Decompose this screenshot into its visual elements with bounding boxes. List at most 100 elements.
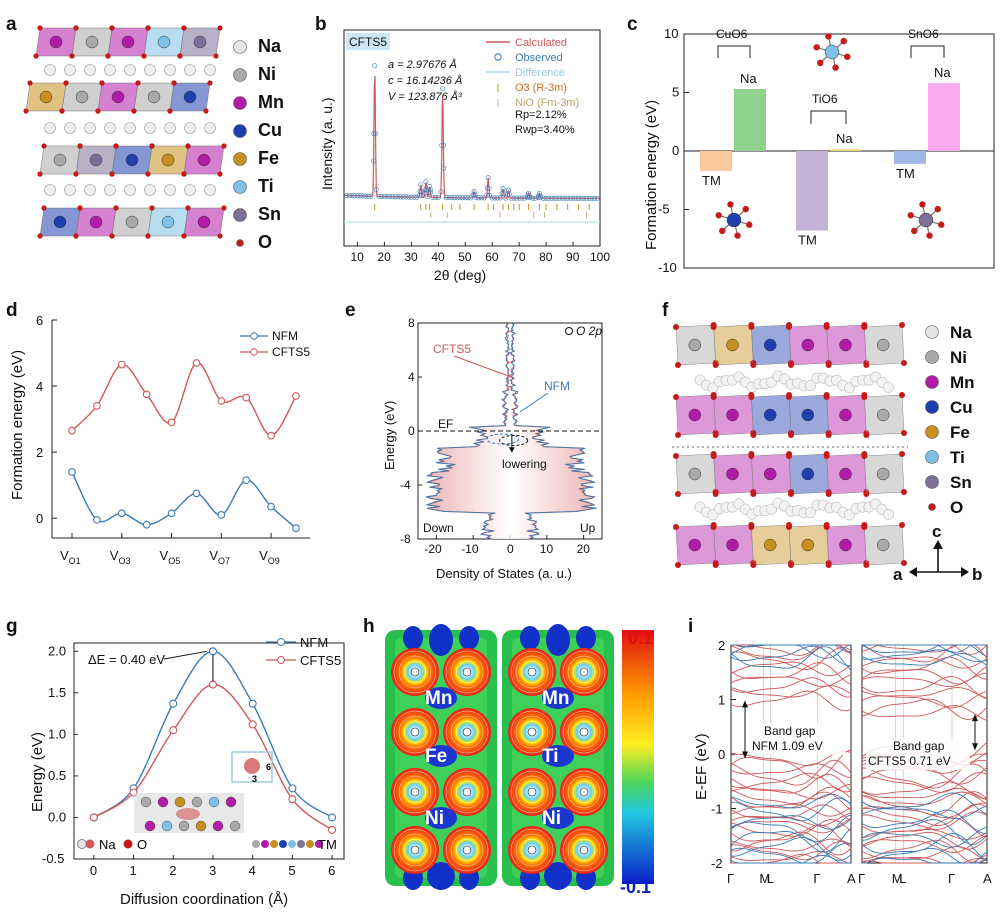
f-atom-ni	[876, 338, 890, 352]
i-band	[730, 804, 852, 822]
g-legend-nfm: NFM	[300, 635, 328, 650]
f-atom-na	[883, 508, 894, 520]
atom-o	[113, 205, 119, 211]
f-atom-cu	[763, 408, 777, 422]
b-observed-point	[592, 195, 598, 201]
i-band	[730, 842, 852, 864]
legend-f-cu: Cu	[950, 398, 973, 417]
g-point-nfm	[169, 699, 178, 708]
h-contour	[398, 775, 432, 809]
i-band	[861, 698, 988, 720]
legend-a-sn: Sn	[258, 204, 281, 224]
g-legend-o: O	[137, 837, 147, 852]
b-xtick-label: 80	[539, 250, 553, 264]
b-observed-point	[478, 195, 484, 201]
b-observed-point	[468, 195, 474, 201]
d-xtick-label: VO3	[110, 548, 131, 566]
b-observed-point	[379, 194, 385, 200]
b-observed-point	[439, 142, 445, 148]
h-contour	[398, 833, 432, 867]
atom-o	[207, 80, 213, 86]
atom-na	[84, 184, 96, 196]
c-oxygen	[844, 53, 851, 60]
d-point-cfts5	[117, 360, 126, 369]
g-inset-atom	[229, 820, 241, 832]
f-oxygen	[675, 362, 681, 368]
atom-o	[167, 108, 173, 114]
atom-o	[145, 233, 151, 239]
d-legend-nfm: NFM	[272, 329, 298, 343]
h-contour	[520, 720, 544, 744]
b-observed-point	[423, 179, 429, 185]
i-band	[730, 838, 852, 852]
i-ylabel: E-EF (eV)	[693, 733, 710, 800]
g-ytick-label: 2.0	[48, 643, 66, 658]
f-oxygen	[825, 491, 832, 497]
atom-cu	[125, 153, 139, 167]
f-atom-ni	[688, 338, 702, 352]
i-band	[861, 826, 988, 848]
xrd-title: CFTS5	[349, 35, 387, 49]
legend-a-ti: Ti	[258, 176, 274, 196]
b-observed-point	[438, 189, 444, 195]
atom-mn	[89, 215, 103, 229]
f-atom-ni	[876, 538, 890, 552]
atom-o	[177, 53, 183, 59]
xrd-legend-calculated: Calculated	[515, 37, 567, 49]
g-point-nfm	[208, 647, 218, 656]
i-band	[730, 815, 852, 830]
h-contour	[510, 770, 554, 814]
c-oxygen	[825, 33, 832, 40]
h-label-mn: Mn	[425, 688, 452, 709]
g-inset-atom	[157, 796, 169, 808]
c-oxygen	[938, 221, 945, 228]
h-atom-center	[527, 845, 537, 855]
atom-mn	[197, 215, 211, 229]
b-observed-point	[519, 195, 525, 201]
i-band	[861, 792, 988, 815]
panel-letter-h: h	[363, 616, 375, 637]
i-gap-arrowhead-bottom-2	[972, 743, 978, 751]
e-ytick-label: -4	[400, 478, 411, 492]
h-contour	[450, 655, 484, 689]
d-line-cfts5	[71, 362, 297, 437]
atom-na	[64, 184, 76, 196]
atom-mn	[49, 35, 63, 49]
g-legend-cfts5: CFTS5	[300, 653, 341, 668]
g-legend-tm-dot	[252, 840, 260, 848]
i-kpoint-label: M	[892, 871, 903, 886]
d-point-nfm	[117, 509, 126, 518]
b-observed-point	[372, 63, 378, 69]
atom-o	[181, 233, 187, 239]
i-band	[730, 827, 852, 853]
f-atom-cu	[801, 408, 815, 422]
d-ytick-label: 4	[36, 379, 43, 394]
h-contour	[403, 660, 427, 684]
atom-na	[104, 122, 116, 134]
h-tm-site	[542, 687, 574, 709]
d-point-nfm	[242, 476, 251, 485]
e-label-cfts5: CFTS5	[433, 342, 471, 356]
f-oxygen	[825, 562, 832, 568]
b-observed-point	[476, 195, 482, 201]
legend-f-dot-ti	[925, 450, 939, 464]
b-observed-point	[454, 195, 460, 201]
b-observed-point	[486, 185, 492, 191]
atom-cu	[53, 215, 67, 229]
f-oxygen	[750, 432, 757, 438]
atom-sn	[89, 153, 103, 167]
h-colorbar	[622, 630, 654, 884]
e-xtick-label: -20	[424, 542, 442, 556]
i-band	[730, 690, 852, 712]
g-legend-na-dot2	[85, 839, 95, 849]
h-contour	[567, 775, 601, 809]
d-point-cfts5	[242, 393, 251, 402]
b-xtick-label: 100	[590, 250, 610, 264]
i-band	[731, 644, 852, 653]
atom-o	[37, 171, 43, 177]
g-inset-na-path	[176, 808, 200, 820]
f-atom-mn	[839, 538, 852, 552]
i-band	[730, 661, 852, 677]
f-oxygen	[673, 453, 679, 459]
f-atom-mn	[688, 538, 702, 552]
